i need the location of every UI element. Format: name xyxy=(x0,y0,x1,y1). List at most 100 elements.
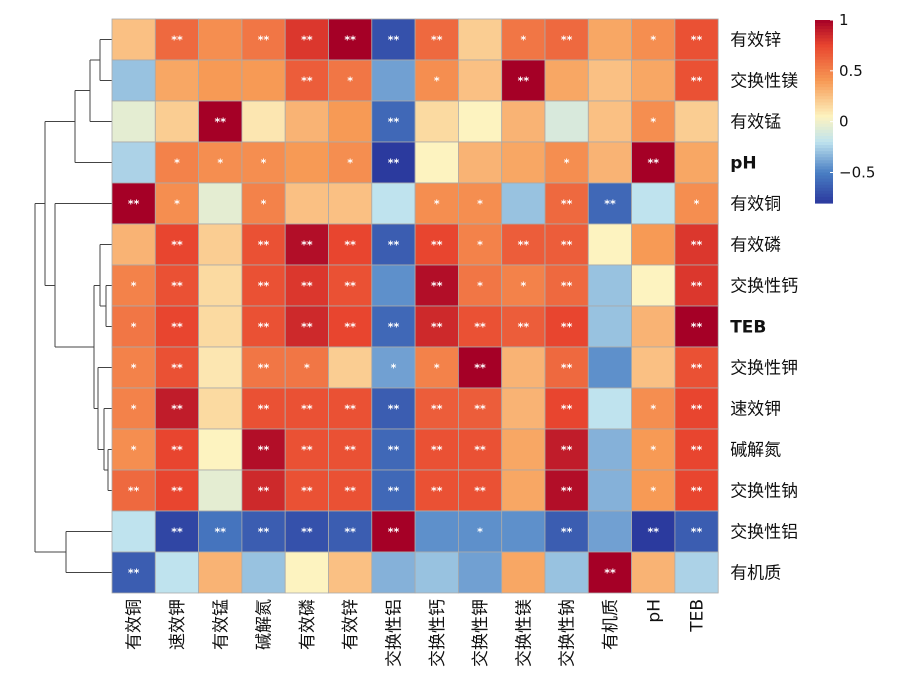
significance-label: * xyxy=(261,157,267,170)
significance-label: * xyxy=(477,239,483,252)
heatmap-cell xyxy=(587,469,632,512)
colorbar-segment xyxy=(815,196,833,201)
significance-label: ** xyxy=(388,321,400,334)
significance-label: * xyxy=(434,198,440,211)
significance-label: * xyxy=(347,75,353,88)
heatmap-cell xyxy=(501,100,546,143)
colorbar-segment xyxy=(815,44,833,49)
significance-label: ** xyxy=(431,239,443,252)
heatmap-cell xyxy=(371,223,416,266)
heatmap-cell xyxy=(544,387,589,430)
colorbar-segment xyxy=(815,160,833,164)
column-label: 交换性钙 xyxy=(428,599,448,667)
significance-label: ** xyxy=(128,567,140,580)
colorbar-segment xyxy=(815,163,833,167)
heatmap-cell xyxy=(674,510,719,553)
heatmap-cell xyxy=(501,510,546,553)
heatmap-cell xyxy=(328,223,373,266)
heatmap-cell xyxy=(631,428,676,471)
heatmap-cell xyxy=(544,469,589,512)
significance-label: * xyxy=(650,34,656,47)
heatmap-cell xyxy=(501,223,546,266)
heatmap-cell xyxy=(544,551,589,594)
heatmap-cell xyxy=(587,305,632,348)
significance-label: ** xyxy=(518,75,530,88)
significance-label: * xyxy=(131,321,137,334)
heatmap-cell xyxy=(544,59,589,102)
heatmap-cell xyxy=(328,59,373,102)
heatmap-cell xyxy=(587,264,632,307)
heatmap-cell xyxy=(241,510,286,553)
significance-label: ** xyxy=(214,116,226,129)
significance-label: ** xyxy=(301,34,313,47)
significance-label: ** xyxy=(474,403,486,416)
significance-label: ** xyxy=(431,280,443,293)
significance-label: ** xyxy=(388,444,400,457)
heatmap-cell xyxy=(457,182,503,225)
row-label: 碱解氮 xyxy=(730,441,781,461)
significance-label: ** xyxy=(388,403,400,416)
colorbar-segment xyxy=(815,59,833,64)
heatmap-cell xyxy=(154,100,200,143)
significance-label: ** xyxy=(691,526,703,539)
significance-label: * xyxy=(650,403,656,416)
heatmap-cell xyxy=(371,59,416,102)
heatmap-cell xyxy=(284,510,329,553)
heatmap-cell xyxy=(674,141,719,184)
column-label: 交换性钠 xyxy=(558,599,578,667)
heatmap-cell xyxy=(284,182,329,225)
significance-label: * xyxy=(391,362,397,375)
heatmap-cell xyxy=(154,510,200,553)
colorbar-segment xyxy=(815,99,833,103)
heatmap-cell xyxy=(631,59,676,102)
heatmap-cell xyxy=(501,18,546,61)
column-label: 碱解氮 xyxy=(255,599,275,650)
heatmap-cell xyxy=(371,469,416,512)
colorbar-segment xyxy=(815,26,833,30)
significance-label: ** xyxy=(344,526,356,539)
colorbar-segment xyxy=(815,23,833,27)
heatmap-cell xyxy=(501,387,546,430)
row-label: 交换性镁 xyxy=(730,72,798,92)
heatmap-cell xyxy=(198,223,243,266)
significance-label: ** xyxy=(561,280,573,293)
significance-label: * xyxy=(131,444,137,457)
heatmap-cell xyxy=(544,18,589,61)
colorbar-tick-label: 1 xyxy=(839,11,849,29)
significance-label: ** xyxy=(301,321,313,334)
significance-label: ** xyxy=(561,239,573,252)
heatmap-cell xyxy=(154,264,200,307)
significance-label: * xyxy=(131,403,137,416)
significance-label: ** xyxy=(388,239,400,252)
significance-label: ** xyxy=(301,485,313,498)
heatmap-cell xyxy=(154,59,200,102)
heatmap-cell xyxy=(501,551,546,594)
heatmap-cell xyxy=(154,223,200,266)
significance-label: ** xyxy=(561,403,573,416)
significance-label: ** xyxy=(431,403,443,416)
colorbar-segment xyxy=(815,65,833,70)
significance-label: ** xyxy=(171,403,183,416)
heatmap-cell xyxy=(328,510,373,553)
heatmap-cell xyxy=(111,264,156,307)
heatmap-cell xyxy=(371,510,416,553)
heatmap-cell xyxy=(241,428,286,471)
heatmap-cell xyxy=(241,264,286,307)
colorbar-segment xyxy=(815,47,833,52)
heatmap-cell xyxy=(674,305,719,348)
heatmap-cell xyxy=(631,182,676,225)
row-label: 速效钾 xyxy=(730,400,781,420)
heatmap-cell xyxy=(241,59,286,102)
row-label: pH xyxy=(730,154,756,174)
colorbar-segment xyxy=(815,114,833,119)
significance-label: ** xyxy=(388,485,400,498)
significance-label: ** xyxy=(561,444,573,457)
significance-label: ** xyxy=(128,198,140,211)
row-label: 有效锰 xyxy=(730,113,781,133)
row-label: 有效锌 xyxy=(730,31,781,51)
significance-label: ** xyxy=(691,280,703,293)
heatmap-cell xyxy=(111,387,156,430)
heatmap-cell xyxy=(414,428,459,471)
significance-label: ** xyxy=(258,444,270,457)
